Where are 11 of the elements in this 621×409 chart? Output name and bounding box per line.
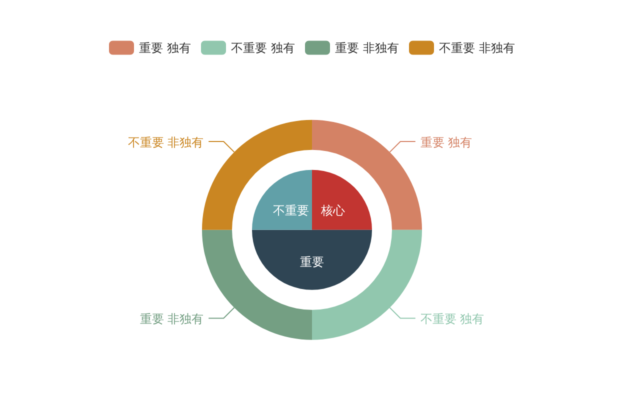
legend-label: 重要 独有 (420, 135, 472, 150)
category-label: 重要 非独有 (140, 312, 204, 326)
legend-label: 不重要 非独有 (439, 40, 515, 55)
category-label: 重要 独有 (139, 40, 191, 55)
category-label: 不重要 非独有 (128, 135, 204, 150)
legend-label: 重要 非独有 (335, 40, 399, 55)
category-label: 不重要 独有 (231, 40, 295, 55)
slice-label: 核心 (320, 204, 346, 218)
slice-label: 不重要 (272, 204, 309, 218)
slice-label: 重要 (300, 254, 324, 269)
legend-label: 不重要 独有 (420, 312, 484, 326)
